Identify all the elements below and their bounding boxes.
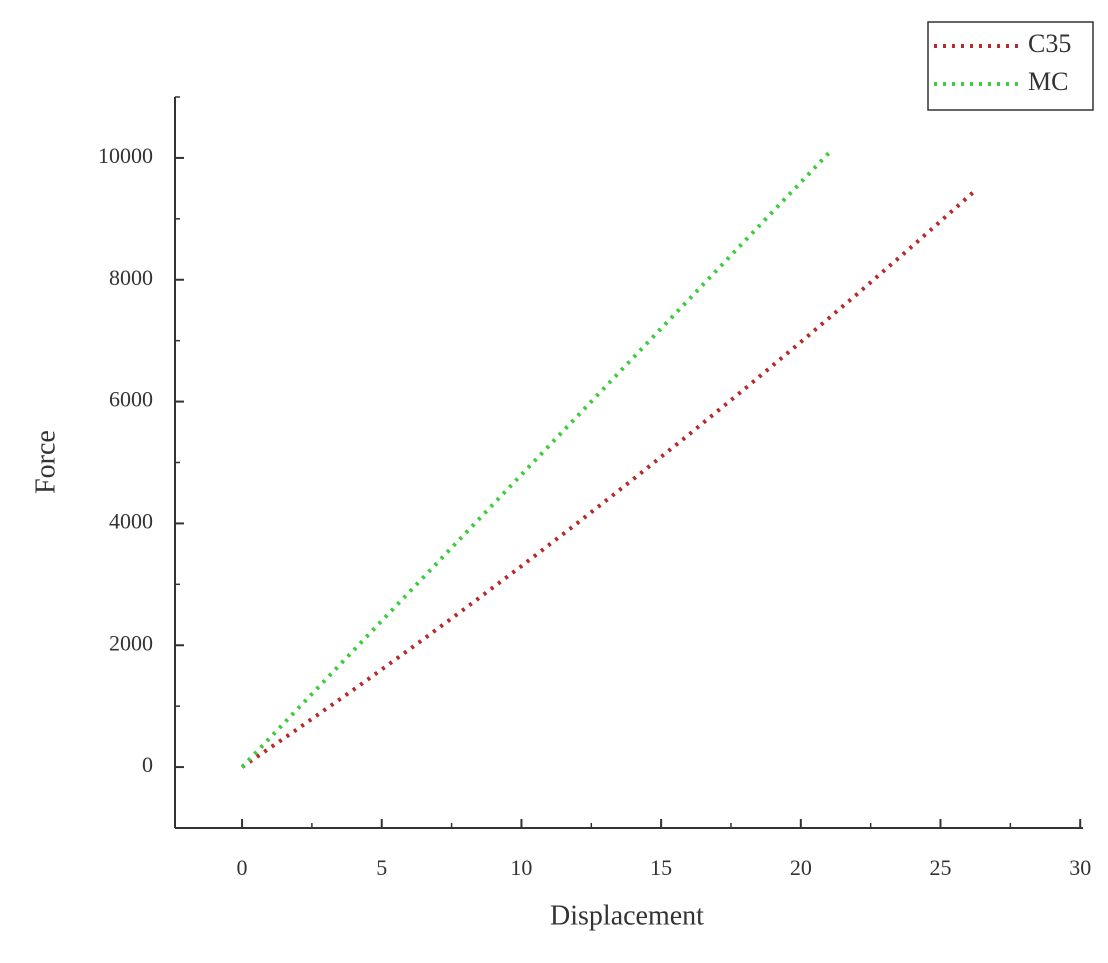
y-tick-label: 2000 — [109, 630, 153, 655]
series-line — [240, 151, 831, 769]
y-tick-label: 10000 — [98, 143, 153, 168]
y-tick-label: 8000 — [109, 265, 153, 290]
x-tick-label: 0 — [237, 855, 248, 880]
x-tick-label: 10 — [510, 855, 532, 880]
x-tick-label: 20 — [790, 855, 812, 880]
x-tick-label: 5 — [376, 855, 387, 880]
legend-box — [927, 21, 1094, 111]
x-axis-title: Displacement — [550, 900, 704, 931]
legend-label: C35 — [1028, 29, 1071, 58]
y-tick-label: 4000 — [109, 508, 153, 533]
series-line — [240, 190, 976, 769]
y-axis-title: Force — [30, 430, 61, 494]
x-tick-label: 30 — [1069, 855, 1091, 880]
y-tick-label: 0 — [142, 752, 153, 777]
x-tick-label: 15 — [650, 855, 672, 880]
y-tick-label: 6000 — [109, 387, 153, 412]
x-tick-label: 25 — [930, 855, 952, 880]
legend-label: MC — [1028, 67, 1068, 96]
